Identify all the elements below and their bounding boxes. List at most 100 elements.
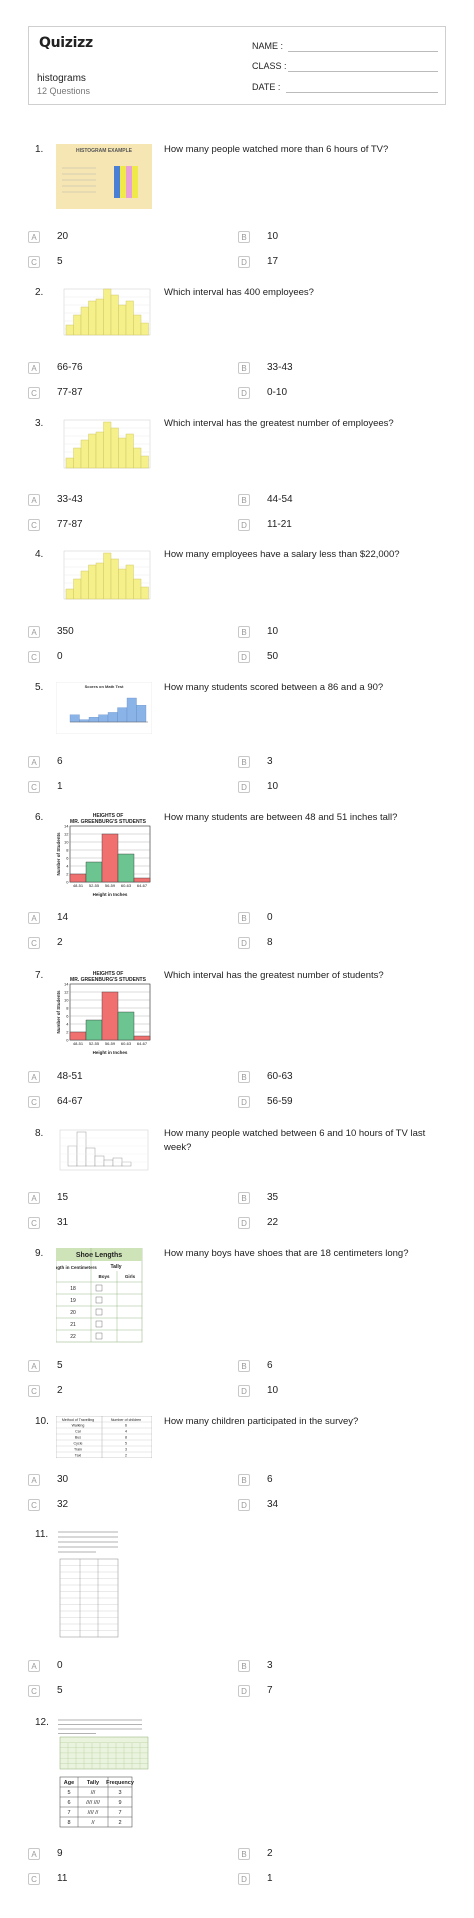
- histogram-bar: [140, 455, 149, 469]
- option-text: 11: [57, 1873, 68, 1884]
- table-cell: Cycle: [74, 1442, 83, 1446]
- histogram-bar: [85, 1147, 96, 1167]
- question-figure: [56, 549, 152, 616]
- option-text: 20: [57, 231, 69, 242]
- answer-option-d[interactable]: D 0-10: [238, 387, 418, 401]
- answer-option-a[interactable]: A 66-76: [28, 362, 208, 376]
- question-number: 5.: [35, 682, 44, 693]
- option-letter-badge: B: [238, 231, 250, 243]
- question-number: 8.: [35, 1128, 44, 1139]
- option-letter-badge: D: [238, 1385, 250, 1397]
- question-text: How many boys have shoes that are 18 cen…: [164, 1248, 409, 1259]
- histogram-bar: [80, 306, 89, 336]
- table-cell: 3: [118, 1790, 121, 1796]
- answer-option-b[interactable]: B 60-63: [238, 1071, 418, 1085]
- class-field[interactable]: CLASS :: [252, 61, 438, 72]
- histogram-bar: [117, 707, 128, 723]
- histogram-bar: [69, 714, 80, 723]
- date-field[interactable]: DATE :: [252, 82, 438, 93]
- answer-option-c[interactable]: C 31: [28, 1217, 208, 1231]
- answer-option-b[interactable]: B 10: [238, 626, 418, 640]
- answer-option-c[interactable]: C 11: [28, 1873, 208, 1887]
- question-image: [58, 1531, 119, 1638]
- answer-option-a[interactable]: A 14: [28, 912, 208, 926]
- option-letter-badge: C: [28, 519, 40, 531]
- table-title: Shoe Lengths: [76, 1252, 122, 1259]
- answer-option-a[interactable]: A 33-43: [28, 494, 208, 508]
- table-cell: //: [91, 1820, 95, 1826]
- table-frame: [55, 1247, 143, 1343]
- question-number: 11.: [35, 1529, 49, 1540]
- answer-option-d[interactable]: D 11-21: [238, 519, 418, 533]
- answer-option-a[interactable]: A 30: [28, 1474, 208, 1488]
- answer-option-c[interactable]: C 32: [28, 1499, 208, 1513]
- table-cell: Train: [74, 1448, 82, 1452]
- option-letter-badge: D: [238, 651, 250, 663]
- question-number: 4.: [35, 549, 44, 560]
- answer-option-b[interactable]: B 44-54: [238, 494, 418, 508]
- answer-option-d[interactable]: D 10: [238, 1385, 418, 1399]
- answer-option-d[interactable]: D 50: [238, 651, 418, 665]
- answer-option-d[interactable]: D 34: [238, 1499, 418, 1513]
- chart-title: HEIGHTS OF: [93, 971, 124, 977]
- question-figure: [56, 1529, 152, 1644]
- histogram-bar: [73, 314, 82, 336]
- answer-option-a[interactable]: A 15: [28, 1192, 208, 1206]
- option-text: 0: [57, 651, 63, 662]
- histogram-bar: [118, 437, 127, 469]
- answer-option-b[interactable]: B 33-43: [238, 362, 418, 376]
- answer-option-c[interactable]: C 64-67: [28, 1096, 208, 1110]
- question-text: Which interval has the greatest number o…: [164, 418, 394, 429]
- answer-option-c[interactable]: C 77-87: [28, 387, 208, 401]
- table-cell: ///: [91, 1790, 96, 1796]
- option-letter-badge: D: [238, 1873, 250, 1885]
- answer-option-a[interactable]: A 20: [28, 231, 208, 245]
- histogram-bar: [126, 697, 137, 723]
- answer-option-b[interactable]: B 35: [238, 1192, 418, 1206]
- option-text: 0-10: [267, 387, 288, 398]
- histogram-bar: [125, 433, 134, 469]
- answer-option-c[interactable]: C 77-87: [28, 519, 208, 533]
- answer-option-a[interactable]: A 48-51: [28, 1071, 208, 1085]
- answer-option-a[interactable]: A 350: [28, 626, 208, 640]
- answer-option-d[interactable]: D 10: [238, 781, 418, 795]
- column-header: Tally: [87, 1780, 100, 1786]
- question-text: How many students scored between a 86 an…: [164, 682, 384, 693]
- answer-option-b[interactable]: B 10: [238, 231, 418, 245]
- histogram-bar: [121, 1161, 132, 1167]
- histogram-bar: [73, 447, 82, 469]
- worksheet-header: Quizizz histograms 12 Questions NAME : C…: [28, 26, 446, 105]
- answer-option-d[interactable]: D 56-59: [238, 1096, 418, 1110]
- y-tick-label: 4: [66, 864, 69, 869]
- name-field[interactable]: NAME :: [252, 41, 438, 52]
- histogram-bar: [107, 712, 118, 723]
- y-tick-label: 6: [66, 856, 69, 861]
- answer-option-d[interactable]: D 22: [238, 1217, 418, 1231]
- x-tick-label: 64-67: [137, 883, 148, 888]
- question-number: 6.: [35, 812, 44, 823]
- option-text: 32: [57, 1499, 69, 1510]
- option-text: 10: [267, 781, 279, 792]
- table-cell: Bus: [75, 1436, 81, 1440]
- answer-option-d[interactable]: D 17: [238, 256, 418, 270]
